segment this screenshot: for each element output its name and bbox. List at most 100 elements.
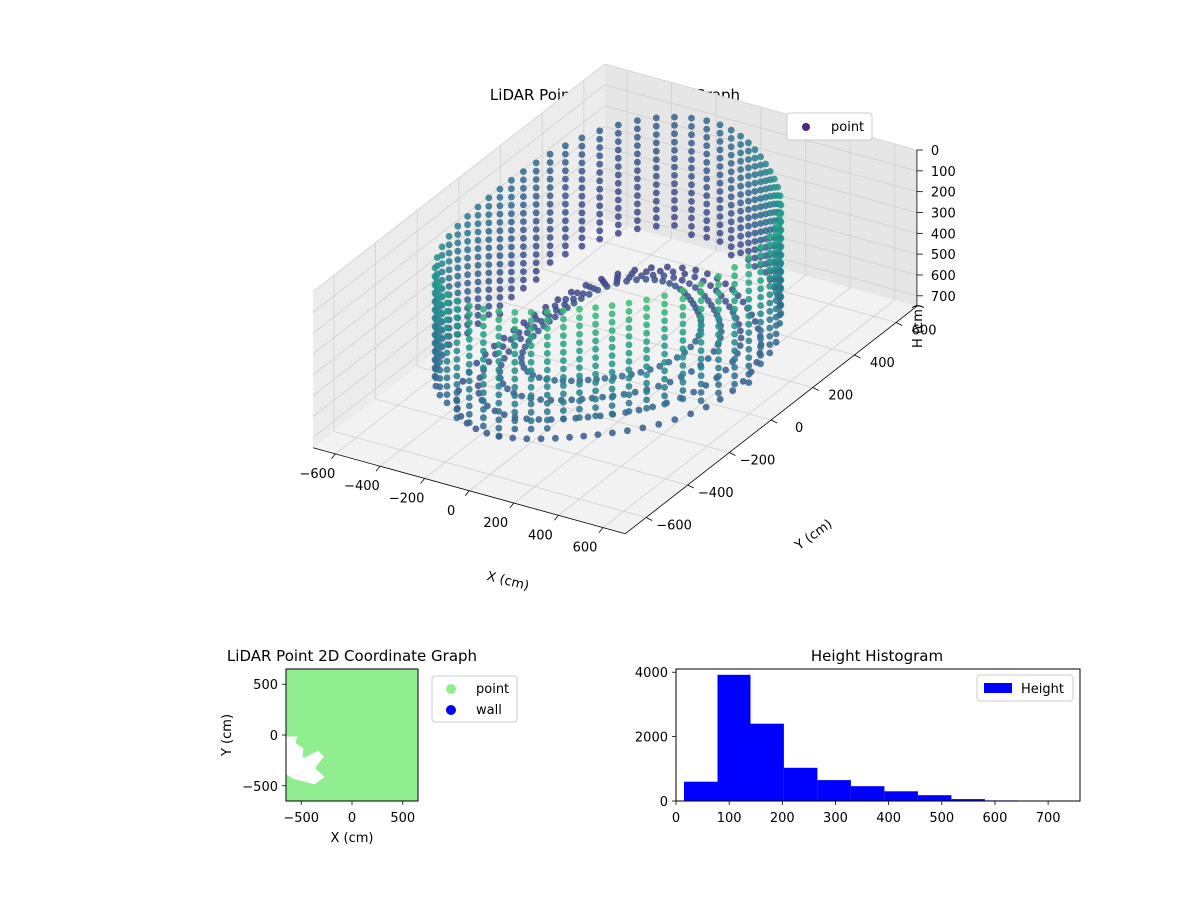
scatter-point-3d xyxy=(737,182,744,190)
scatter-point-3d xyxy=(436,350,444,357)
scatter-point-3d xyxy=(527,383,535,391)
scatter-point-3d xyxy=(634,158,641,166)
scatter-point-3d xyxy=(505,348,513,355)
scatter-point-3d xyxy=(703,192,711,200)
scatter-point-3d xyxy=(511,408,519,416)
scatter-point-3d xyxy=(671,138,678,146)
scatter-point-3d xyxy=(716,163,724,170)
scatter-point-3d xyxy=(727,193,735,201)
scatter-point-3d xyxy=(751,163,759,170)
scatter-point-3d xyxy=(661,300,668,308)
chart-3d-legend-label: point xyxy=(831,120,864,135)
scatter-point-3d xyxy=(543,400,551,407)
x-tick-label-3d: −200 xyxy=(389,491,425,506)
scatter-point-3d xyxy=(578,184,586,192)
x-tick-3d xyxy=(598,527,604,533)
scatter-point-3d xyxy=(737,232,744,240)
scatter-point-3d xyxy=(757,260,764,268)
scatter-point-3d xyxy=(532,209,540,217)
scatter-point-3d xyxy=(737,241,744,248)
scatter-point-3d xyxy=(608,377,616,384)
scatter-point-3d xyxy=(511,342,519,350)
scatter-point-3d xyxy=(543,316,551,324)
scatter-point-3d xyxy=(661,334,668,341)
scatter-point-3d xyxy=(480,347,487,355)
scatter-point-3d xyxy=(661,342,668,350)
scatter-point-3d xyxy=(495,416,503,424)
scatter-point-3d xyxy=(757,343,764,351)
scatter-point-3d xyxy=(474,261,482,269)
scatter-point-3d xyxy=(757,252,764,259)
scatter-point-3d xyxy=(625,374,633,382)
scatter-point-3d xyxy=(445,274,453,282)
scatter-point-3d xyxy=(485,194,493,202)
scatter-point-3d xyxy=(527,333,535,341)
scatter-point-3d xyxy=(697,347,705,355)
h-tick-label-3d: 400 xyxy=(931,227,956,242)
histogram-legend-swatch xyxy=(984,683,1012,693)
scatter-point-3d xyxy=(722,280,729,288)
scatter-point-3d xyxy=(480,364,487,372)
scatter-point-3d xyxy=(766,291,774,299)
scatter-point-3d xyxy=(624,427,631,435)
scatter-point-3d xyxy=(634,217,641,225)
scatter-point-3d xyxy=(679,362,687,369)
scatter-point-3d xyxy=(608,310,616,318)
scatter-point-3d xyxy=(715,339,722,347)
scatter-point-3d xyxy=(715,389,722,397)
x-tick-label-3d: 400 xyxy=(528,528,553,543)
y-tick-label-3d: −400 xyxy=(698,486,734,501)
scatter-point-3d xyxy=(691,273,699,281)
histogram-title: Height Histogram xyxy=(811,647,943,665)
scatter-point-3d xyxy=(527,375,535,383)
scatter-point-3d xyxy=(511,317,519,325)
scatter-point-3d xyxy=(660,272,668,280)
scatter-point-3d xyxy=(454,247,462,255)
scatter-point-3d xyxy=(511,417,519,425)
scatter-point-3d xyxy=(454,264,462,272)
scatter-point-3d xyxy=(745,247,752,255)
scatter-point-3d xyxy=(464,254,471,262)
scatter-point-3d xyxy=(737,249,744,257)
h-tick-label-3d: 300 xyxy=(931,206,956,221)
scatter-point-3d xyxy=(576,397,583,405)
scatter-point-3d xyxy=(485,261,493,268)
scatter-point-3d xyxy=(745,156,752,163)
scatter-point-3d xyxy=(715,322,722,330)
scatter-point-3d xyxy=(727,160,735,167)
scatter-point-3d xyxy=(634,167,641,175)
scatter-point-3d xyxy=(521,343,529,351)
scatter-point-3d xyxy=(453,306,461,313)
scatter-point-3d xyxy=(757,352,764,359)
scatter-point-3d xyxy=(578,242,586,250)
scatter-point-3d xyxy=(703,125,711,133)
scatter-point-3d xyxy=(625,308,633,315)
scatter-point-3d xyxy=(495,308,503,315)
scatter-point-3d xyxy=(519,349,526,356)
scatter-point-3d xyxy=(703,209,711,216)
scatter-point-3d xyxy=(703,167,711,175)
scatter-point-3d xyxy=(697,322,705,330)
histogram-x-tick-label: 500 xyxy=(929,811,954,826)
scatter-point-3d xyxy=(661,359,668,366)
scatter-point-3d xyxy=(520,176,527,184)
scatter-point-3d xyxy=(737,141,744,148)
scatter-point-3d xyxy=(496,202,504,210)
scatter-point-3d xyxy=(643,371,650,379)
scatter-point-3d xyxy=(766,316,774,323)
scatter-point-3d xyxy=(485,269,493,277)
scatter-point-3d xyxy=(523,435,531,443)
scatter-point-3d xyxy=(745,379,753,386)
scatter-point-3d xyxy=(527,425,535,433)
grid-back-h xyxy=(604,84,918,172)
scatter-point-3d xyxy=(562,295,570,303)
scatter-point-3d xyxy=(532,234,540,242)
scatter-point-3d xyxy=(596,169,604,176)
scatter-point-3d xyxy=(643,354,650,362)
scatter-point-3d xyxy=(576,372,583,380)
scatter-point-3d xyxy=(666,280,673,287)
scatter-point-3d xyxy=(436,333,444,341)
scatter-point-3d xyxy=(679,295,687,303)
scatter-point-3d xyxy=(592,345,599,353)
scatter-point-3d xyxy=(614,196,622,204)
